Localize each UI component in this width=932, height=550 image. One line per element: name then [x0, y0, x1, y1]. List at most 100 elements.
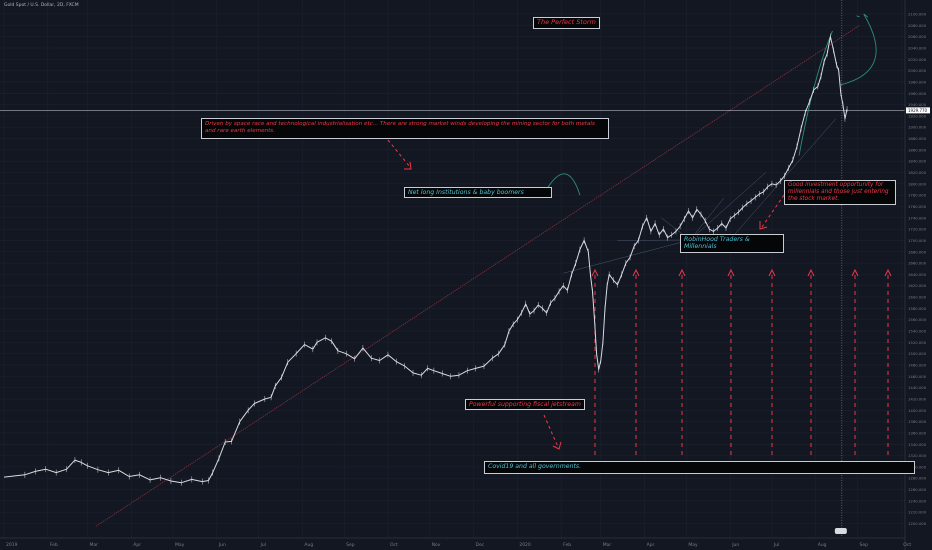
y-tick-label: 2080.000	[908, 23, 927, 28]
green-arc-net-long	[546, 173, 581, 196]
red-arrow-head	[884, 268, 892, 277]
y-tick-label: 1700.000	[908, 238, 927, 243]
x-tick-label: Oct	[390, 542, 398, 548]
y-tick-label: 1360.000	[908, 430, 927, 435]
x-tick-label: Aug	[818, 542, 827, 548]
y-tick-label: 1300.000	[908, 464, 927, 469]
x-tick-label: Feb	[563, 542, 571, 548]
y-tick-label: 1660.000	[908, 261, 927, 266]
y-tick-label: 1500.000	[908, 351, 927, 356]
y-tick-label: 1400.000	[908, 408, 927, 413]
symbol-title: Gold Spot / U.S. Dollar, 2D, FXCM	[4, 3, 79, 8]
x-tick-label: 2020	[519, 542, 531, 548]
y-tick-label: 1200.000	[908, 521, 927, 526]
y-tick-label: 1240.000	[908, 498, 927, 503]
red-arrow-head	[851, 268, 859, 277]
current-price-badge	[906, 107, 930, 114]
good-investment-note[interactable]: Good investment opportunity for millenni…	[784, 180, 896, 205]
trend-line	[95, 24, 860, 527]
price-line	[3, 36, 848, 484]
fiscal-jetstream-note[interactable]: Powerful supporting fiscal jetstream	[465, 399, 585, 411]
x-tick-label: Feb	[50, 542, 58, 548]
convergence-line	[734, 118, 836, 235]
grid	[0, 0, 905, 538]
x-tick-label: May	[175, 542, 185, 548]
y-tick-label: 2100.000	[908, 12, 927, 17]
y-tick-label: 1560.000	[908, 317, 927, 322]
x-tick-label: Oct	[903, 542, 911, 548]
perfect-storm-note[interactable]: The Perfect Storm	[533, 17, 600, 29]
y-tick-label: 1920.000	[908, 113, 927, 118]
y-tick-label: 1760.000	[908, 204, 927, 209]
drawings	[0, 0, 905, 536]
y-tick-label: 1320.000	[908, 453, 927, 458]
y-tick-label: 1620.000	[908, 283, 927, 288]
y-tick-label: 1980.000	[908, 79, 927, 84]
y-tick-label: 1960.000	[908, 91, 927, 96]
x-tick-label: Mar	[603, 542, 612, 548]
y-tick-label: 1600.000	[908, 295, 927, 300]
green-arc-target	[840, 13, 877, 86]
y-tick-label: 1260.000	[908, 487, 927, 492]
green-arc-rise	[798, 30, 833, 156]
convergence-line	[689, 172, 766, 241]
x-tick-label: 2019	[6, 542, 18, 548]
y-tick-label: 2000.000	[908, 68, 927, 73]
y-tick-label: 1880.000	[908, 136, 927, 141]
y-tick-label: 1220.000	[908, 510, 927, 515]
y-tick-label: 1380.000	[908, 419, 927, 424]
y-tick-label: 1900.000	[908, 125, 927, 130]
green-arc-arrowhead	[856, 13, 869, 18]
y-tick-label: 1440.000	[908, 385, 927, 390]
price-series	[3, 33, 848, 486]
x-tick-label: Apr	[133, 542, 141, 548]
red-arrow-head	[591, 268, 599, 277]
robinhood-note[interactable]: RobinHood Traders & Millennials	[680, 234, 784, 253]
y-tick-label: 1280.000	[908, 476, 927, 481]
y-tick-label: 1860.000	[908, 147, 927, 152]
x-tick-label: Sep	[859, 542, 868, 548]
x-tick-label: Jul	[260, 542, 266, 548]
red-arrow-investment-head	[759, 221, 768, 230]
x-tick-label: Jun	[731, 542, 739, 548]
price-axis-background	[905, 0, 932, 550]
red-arrow-head	[678, 268, 686, 277]
x-tick-label: May	[688, 542, 698, 548]
x-tick-label: Apr	[647, 542, 655, 548]
x-tick-label: Aug	[304, 542, 313, 548]
y-tick-label: 1740.000	[908, 215, 927, 220]
net-long-note[interactable]: Net long Institutions & baby boomers	[404, 187, 552, 199]
y-tick-label: 1420.000	[908, 396, 927, 401]
red-arrow-investment	[761, 194, 785, 228]
x-tick-label: Sep	[346, 542, 355, 548]
y-tick-label: 1520.000	[908, 340, 927, 345]
event-marker-icon	[834, 528, 847, 534]
convergence-line	[563, 239, 691, 274]
y-tick-label: 1940.000	[908, 102, 927, 107]
y-tick-label: 1480.000	[908, 362, 927, 367]
y-tick-label: 1340.000	[908, 442, 927, 447]
red-arrow-head	[807, 268, 815, 277]
red-arrow-head	[632, 268, 640, 277]
red-arrow-space-race-head	[404, 161, 412, 170]
y-tick-label: 1820.000	[908, 170, 927, 175]
y-tick-label: 2060.000	[908, 34, 927, 39]
y-tick-label: 1800.000	[908, 181, 927, 186]
red-arrow-fiscal-head	[552, 441, 562, 450]
x-tick-label: Jun	[218, 542, 226, 548]
red-arrow-head	[768, 268, 776, 277]
space-race-note[interactable]: Driven by space race and technological i…	[201, 118, 609, 139]
covid-note[interactable]: Covid19 and all governments.	[484, 461, 915, 474]
y-tick-label: 1840.000	[908, 159, 927, 164]
y-tick-label: 2040.000	[908, 45, 927, 50]
x-tick-label: Nov	[432, 542, 441, 548]
red-arrow-head	[727, 268, 735, 277]
y-tick-label: 1640.000	[908, 272, 927, 277]
x-tick-label: Jul	[773, 542, 779, 548]
y-tick-label: 2020.000	[908, 57, 927, 62]
y-tick-label: 1720.000	[908, 227, 927, 232]
x-tick-label: Mar	[89, 542, 98, 548]
